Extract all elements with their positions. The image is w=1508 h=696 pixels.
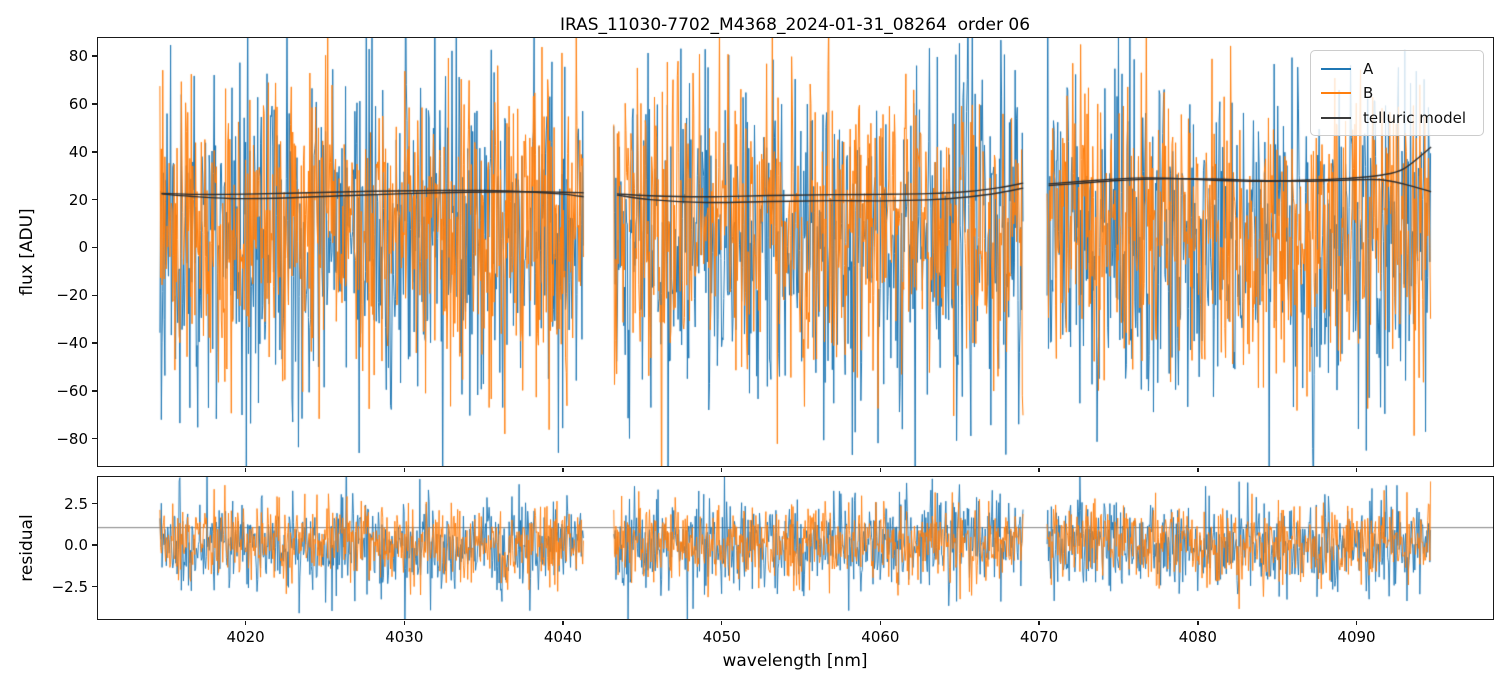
chart-title: IRAS_11030-7702_M4368_2024-01-31_08264 o… xyxy=(559,15,1031,35)
flux-plot-canvas xyxy=(97,37,1493,466)
x-tick-mark xyxy=(1197,467,1199,472)
legend-label-telluric: telluric model xyxy=(1363,108,1467,127)
x-tick-label: 4050 xyxy=(702,628,741,646)
x-tick-mark xyxy=(562,620,564,625)
x-tick-mark xyxy=(1197,620,1199,625)
series-a-line-swatch xyxy=(1321,67,1351,70)
x-tick-mark xyxy=(1038,467,1040,472)
x-tick-label: 4070 xyxy=(1020,628,1059,646)
x-tick-mark xyxy=(562,467,564,472)
x-tick-label: 4040 xyxy=(543,628,583,646)
x-tick-mark xyxy=(403,467,405,472)
y-tick-label: −40 xyxy=(56,334,88,353)
legend-item-telluric: telluric model xyxy=(1321,109,1473,127)
legend-item-a: A xyxy=(1321,60,1473,78)
legend-label-a: A xyxy=(1363,59,1374,78)
x-tick-mark xyxy=(1355,620,1358,625)
x-axis-label: wavelength [nm] xyxy=(722,651,868,671)
y-tick-mark xyxy=(91,198,97,201)
x-tick-mark xyxy=(1355,467,1358,472)
x-tick-label: 4030 xyxy=(385,628,424,646)
y-tick-mark xyxy=(91,342,97,344)
y-tick-mark xyxy=(91,502,97,505)
y-tick-label: −60 xyxy=(56,381,88,400)
y-tick-label: 0 xyxy=(78,238,88,257)
x-tick-label: 4080 xyxy=(1178,628,1217,646)
telluric-model-line-swatch xyxy=(1321,116,1351,119)
x-tick-mark xyxy=(1038,620,1040,625)
y-tick-mark xyxy=(91,246,97,249)
y-tick-mark xyxy=(91,151,97,153)
x-tick-mark xyxy=(879,467,882,472)
y-tick-label: 20 xyxy=(68,190,88,209)
y-tick-mark xyxy=(91,438,97,440)
y-tick-mark xyxy=(91,585,97,588)
residual-axes xyxy=(96,475,1494,620)
x-tick-label: 4020 xyxy=(226,628,265,646)
legend: A B telluric model xyxy=(1310,50,1484,136)
x-tick-mark xyxy=(721,620,723,625)
legend-item-b: B xyxy=(1321,84,1473,102)
y-tick-label: 80 xyxy=(68,47,88,66)
legend-label-b: B xyxy=(1363,84,1374,102)
x-tick-mark xyxy=(244,467,247,472)
series-b-line-swatch xyxy=(1321,92,1351,94)
x-tick-mark xyxy=(244,620,247,625)
x-tick-mark xyxy=(879,620,882,625)
y-tick-label: 40 xyxy=(68,142,88,161)
y-tick-mark xyxy=(91,103,97,105)
y-tick-label: −2.5 xyxy=(51,577,88,596)
y-tick-mark xyxy=(91,390,97,392)
y-tick-label: 0.0 xyxy=(64,536,88,555)
y-tick-mark xyxy=(91,544,97,546)
x-tick-mark xyxy=(403,620,405,625)
x-tick-label: 4060 xyxy=(861,628,900,646)
y-tick-label: 60 xyxy=(68,94,88,113)
y-tick-mark xyxy=(91,55,97,57)
y-tick-label: −20 xyxy=(56,286,88,305)
residual-plot-canvas xyxy=(97,476,1493,619)
x-tick-label: 4090 xyxy=(1337,628,1376,646)
x-tick-mark xyxy=(721,467,723,472)
y-tick-mark xyxy=(91,294,97,296)
y-tick-label: 2.5 xyxy=(64,494,88,513)
y-tick-label: −80 xyxy=(56,429,88,448)
flux-axes xyxy=(96,36,1494,467)
